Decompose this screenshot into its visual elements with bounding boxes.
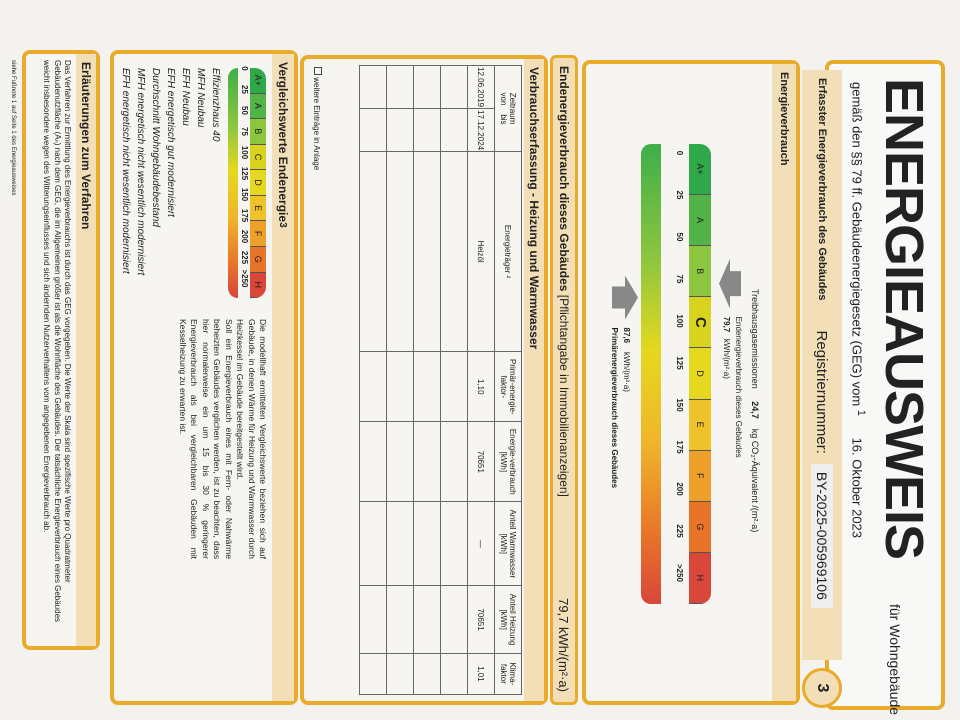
tick-label: 100	[675, 314, 684, 328]
reg-value: BY-2025-005969106	[811, 463, 833, 608]
tick-label: 0	[675, 150, 684, 156]
tick-label: 150	[240, 187, 249, 202]
energy-gradient-bar	[641, 144, 661, 604]
class-F: F	[689, 450, 711, 502]
comparison-scale: A+ A B C D E F G H	[250, 68, 266, 298]
energy-title: Energieverbrauch	[772, 64, 796, 701]
tick-label: >250	[240, 269, 249, 288]
tick-label: 175	[675, 440, 684, 454]
class-H: H	[250, 272, 266, 298]
comparison-box: Vergleichswerte Endenergie 3 A+ A B C D E F G H 0…	[110, 50, 298, 705]
tick-label: 25	[675, 190, 684, 200]
tick-label: 100	[240, 145, 249, 160]
consumption-band: Erfasster Energieverbrauch des Gebäudes …	[802, 70, 842, 660]
table-row	[386, 65, 414, 695]
ghg-row: Treibhausgasemissionen 24,7 kg CO₂-Äquiv…	[750, 289, 760, 533]
page-number-badge: 3	[802, 668, 842, 708]
doc-subtitle: für Wohngebäude	[887, 604, 903, 716]
end-energy-summary: Endenergieverbrauch dieses Gebäudes [Pfl…	[550, 55, 578, 705]
energy-box: Energieverbrauch Treibhausgasemissionen …	[582, 60, 800, 705]
class-A+: A+	[250, 68, 266, 94]
class-A+: A+	[689, 144, 711, 196]
class-B: B	[689, 246, 711, 298]
more-entries-checkbox[interactable]	[314, 67, 322, 75]
header-box: ENERGIEAUSWEIS für Wohngebäude gemäß den…	[825, 60, 945, 715]
class-C: C	[250, 144, 266, 171]
class-B: B	[250, 119, 266, 145]
tick-label: 50	[240, 106, 249, 115]
law-date: 16. Oktober 2023	[849, 437, 865, 539]
class-C: C	[689, 297, 711, 349]
comparison-label: EFH energetisch nicht wesentlich moderni…	[120, 68, 131, 274]
class-G: G	[689, 501, 711, 553]
comparison-label: EFH energetisch gut modernisiert	[165, 68, 176, 217]
more-entries: weitere Einträge in Anlage	[312, 67, 322, 170]
reg-label: Registriernummer:	[813, 330, 831, 454]
comparison-label: MFH Neubau	[195, 68, 206, 128]
consumption-table-box: Verbrauchserfassung - Heizung und Warmwa…	[300, 55, 548, 705]
band-label: Erfasster Energieverbrauch des Gebäudes	[816, 78, 828, 301]
tick-label: 200	[675, 482, 684, 496]
table-title: Verbrauchserfassung - Heizung und Warmwa…	[524, 59, 544, 701]
class-D: D	[250, 170, 266, 196]
tick-label: 75	[675, 274, 684, 284]
tick-label: 225	[240, 250, 249, 265]
table-row: 12.06.2019 17.12.2024 Heizöl 1,10 70651—7065…	[467, 65, 495, 695]
tick-label: 125	[675, 356, 684, 370]
table-row	[413, 65, 441, 695]
end-value: 79,7	[722, 316, 731, 333]
comparison-label: EFH Neubau	[180, 68, 191, 126]
end-unit: kWh/(m²·a)	[722, 338, 731, 379]
class-D: D	[689, 348, 711, 400]
prim-text: 87,6 kWh/(m²·a) Primärenergieverbrauch d…	[608, 328, 632, 489]
class-G: G	[250, 246, 266, 273]
tick-label: 50	[675, 232, 684, 242]
class-H: H	[689, 552, 711, 604]
tick-label: 75	[240, 127, 249, 136]
footnote: siehe Fußnote 1 auf Seite 1 des Energiea…	[10, 60, 16, 196]
comparison-label: Effizienzhaus 40	[210, 68, 221, 142]
table-row	[359, 65, 387, 695]
end-text: Endenergieverbrauch dieses Gebäudes 79,7…	[720, 317, 744, 458]
explanation-text: Das Verfahren zur Ermittlung des Energie…	[42, 60, 72, 623]
comparison-gradient	[228, 68, 238, 298]
comparison-label: MFH energetisch nicht wesentlich moderni…	[135, 68, 146, 276]
prim-label: Primärenergieverbrauch dieses Gebäudes	[610, 327, 619, 489]
tick-label: 0	[240, 66, 249, 71]
tick-label: 200	[240, 229, 249, 244]
table-header-row: Zeitraum von bis Energieträger ² Primär-ene…	[494, 65, 522, 695]
consumption-table: Zeitraum von bis Energieträger ² Primär-ene…	[359, 65, 522, 695]
tick-label: 150	[675, 398, 684, 412]
prim-unit: kWh/(m²·a)	[622, 351, 631, 392]
comparison-label: Durchschnitt Wohngebäudebestand	[150, 68, 161, 227]
tick-label: >250	[675, 563, 684, 583]
tick-label: 25	[240, 85, 249, 94]
explanation-title: Erläuterungen zum Verfahren	[76, 54, 96, 646]
class-F: F	[250, 221, 266, 247]
class-E: E	[250, 195, 266, 222]
end-label: Endenergieverbrauch dieses Gebäudes	[734, 316, 743, 458]
law-text: gemäß den §§ 79 ff. Gebäudeenergiegesetz…	[849, 82, 867, 539]
class-E: E	[689, 399, 711, 451]
energy-class-scale: A+ A B C D E F G H	[689, 144, 711, 604]
scale-ticks: 0 25 50 75 100 125 150 175 200 225 >250	[675, 132, 684, 594]
class-A: A	[250, 93, 266, 120]
explanation-box: Erläuterungen zum Verfahren Das Verfahre…	[22, 50, 100, 650]
comparison-text: Die modellhaft ermittelten Vergleichswer…	[177, 319, 268, 559]
tick-label: 175	[240, 208, 249, 223]
comparison-ticks: 0 25 50 75 100 125 150 175 200 225 >250	[240, 58, 249, 289]
doc-title: ENERGIEAUSWEIS	[874, 78, 934, 560]
comparison-title: Vergleichswerte Endenergie 3	[272, 54, 294, 701]
tick-label: 225	[675, 524, 684, 538]
table-row	[440, 65, 468, 695]
tick-label: 125	[240, 166, 249, 181]
class-A: A	[689, 195, 711, 247]
primary-arrow-icon	[612, 276, 638, 320]
prim-value: 87,6	[622, 327, 631, 344]
end-arrow-icon	[719, 259, 741, 309]
